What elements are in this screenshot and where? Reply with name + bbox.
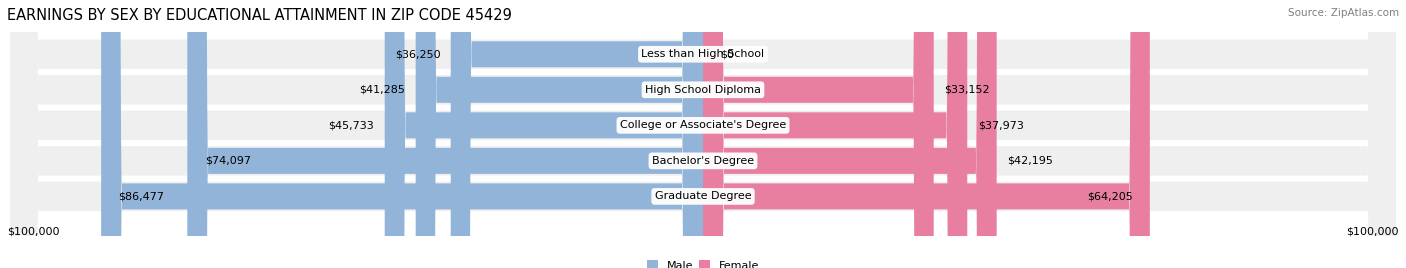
FancyBboxPatch shape — [10, 0, 1396, 268]
Text: $100,000: $100,000 — [1347, 226, 1399, 236]
FancyBboxPatch shape — [703, 0, 1150, 268]
Text: $42,195: $42,195 — [1007, 156, 1053, 166]
FancyBboxPatch shape — [187, 0, 703, 268]
Text: $45,733: $45,733 — [329, 120, 374, 130]
Text: $41,285: $41,285 — [360, 85, 405, 95]
FancyBboxPatch shape — [10, 0, 1396, 268]
FancyBboxPatch shape — [451, 0, 703, 268]
Text: Graduate Degree: Graduate Degree — [655, 191, 751, 202]
FancyBboxPatch shape — [703, 0, 997, 268]
Text: $33,152: $33,152 — [945, 85, 990, 95]
FancyBboxPatch shape — [10, 0, 1396, 268]
Text: $0: $0 — [720, 49, 734, 59]
Text: $37,973: $37,973 — [977, 120, 1024, 130]
FancyBboxPatch shape — [703, 0, 967, 268]
FancyBboxPatch shape — [416, 0, 703, 268]
Text: Source: ZipAtlas.com: Source: ZipAtlas.com — [1288, 8, 1399, 18]
Text: High School Diploma: High School Diploma — [645, 85, 761, 95]
FancyBboxPatch shape — [385, 0, 703, 268]
Text: $64,205: $64,205 — [1087, 191, 1132, 202]
Text: $74,097: $74,097 — [205, 156, 250, 166]
FancyBboxPatch shape — [101, 0, 703, 268]
FancyBboxPatch shape — [10, 0, 1396, 268]
Text: $86,477: $86,477 — [118, 191, 165, 202]
Text: $36,250: $36,250 — [395, 49, 440, 59]
Text: EARNINGS BY SEX BY EDUCATIONAL ATTAINMENT IN ZIP CODE 45429: EARNINGS BY SEX BY EDUCATIONAL ATTAINMEN… — [7, 8, 512, 23]
FancyBboxPatch shape — [10, 0, 1396, 268]
Text: Less than High School: Less than High School — [641, 49, 765, 59]
Text: Bachelor's Degree: Bachelor's Degree — [652, 156, 754, 166]
Text: College or Associate's Degree: College or Associate's Degree — [620, 120, 786, 130]
FancyBboxPatch shape — [703, 0, 934, 268]
Text: $100,000: $100,000 — [7, 226, 59, 236]
Legend: Male, Female: Male, Female — [643, 256, 763, 268]
